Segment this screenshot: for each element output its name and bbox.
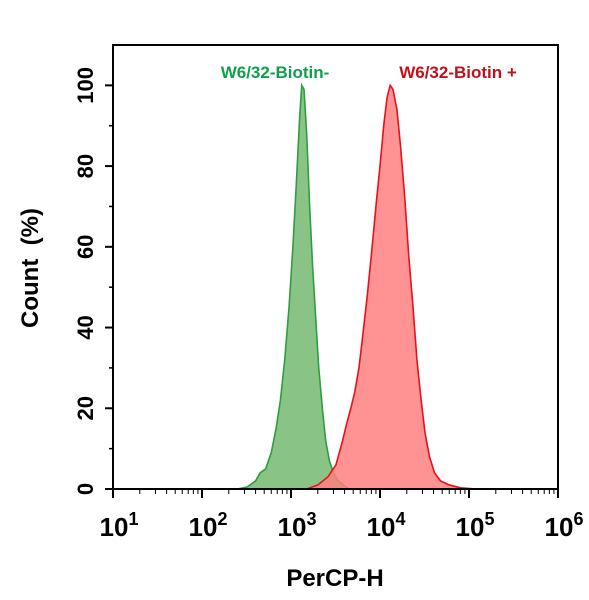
y-tick-label: 20: [73, 396, 98, 420]
x-tick-label: 105: [456, 509, 495, 542]
y-tick-label: 0: [73, 483, 98, 495]
series-label-2: W6/32-Biotin +: [399, 63, 517, 82]
y-tick-label: 60: [73, 235, 98, 259]
x-tick-label: 102: [189, 509, 228, 542]
series-area-1: [237, 82, 352, 490]
y-axis: 0 20 40 60 80 100: [73, 67, 113, 495]
series-area-2: [306, 83, 477, 490]
histogram-areas: [237, 82, 477, 490]
x-tick-label: 104: [367, 509, 406, 542]
y-tick-label: 80: [73, 154, 98, 178]
y-tick-label: 100: [73, 67, 98, 104]
x-axis-title: PerCP-H: [286, 565, 383, 592]
y-axis-title: Count (%): [17, 208, 44, 328]
y-tick-label: 40: [73, 315, 98, 339]
x-axis: 101 102 103 104 105 106: [100, 489, 584, 542]
series-label-1: W6/32-Biotin-: [221, 63, 330, 82]
series-labels: W6/32-Biotin- W6/32-Biotin +: [221, 63, 517, 82]
plot-frame: [112, 44, 559, 490]
x-tick-label: 103: [278, 509, 317, 542]
x-tick-label: 106: [545, 509, 584, 542]
x-tick-label: 101: [100, 509, 139, 542]
